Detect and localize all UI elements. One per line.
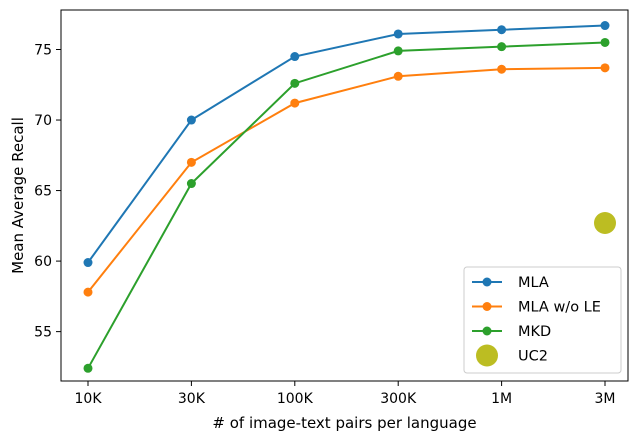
legend-box [463, 266, 622, 374]
x-tick-label: 300K [380, 391, 417, 407]
y-tick-label: 75 [34, 42, 52, 58]
data-point-uc2 [594, 212, 616, 235]
data-point [186, 157, 196, 167]
data-point [186, 115, 196, 125]
series-line [87, 41, 606, 369]
legend-label: MKD [518, 324, 551, 340]
data-point [83, 363, 93, 373]
data-point [290, 52, 300, 62]
plot-content [83, 21, 616, 373]
legend-item: MLA w/o LE [472, 300, 601, 316]
series-line [87, 24, 606, 264]
x-tick-label: 3M [595, 391, 616, 407]
x-tick-label: 10K [75, 391, 103, 407]
y-tick-label: 65 [34, 184, 52, 200]
plot-frame [60, 9, 629, 382]
series-mla [83, 21, 610, 268]
legend-item: MLA [472, 275, 549, 291]
legend-marker [482, 302, 492, 311]
data-point [83, 258, 93, 268]
data-point [290, 78, 300, 88]
legend-marker [476, 344, 498, 367]
legend-item: MKD [472, 324, 551, 340]
series-line [87, 66, 606, 293]
y-tick-label: 60 [34, 254, 52, 270]
data-point [600, 63, 610, 73]
legend-label: MLA w/o LE [518, 300, 601, 316]
legend-marker [482, 277, 492, 287]
series-mla-w-o-le [83, 63, 610, 297]
x-tick-label: 1M [491, 391, 512, 407]
data-point [290, 98, 300, 108]
data-point [600, 37, 610, 47]
legend-item: UC2 [476, 344, 548, 367]
y-axis-label: Mean Average Recall [9, 117, 27, 274]
y-tick-label: 55 [34, 325, 52, 341]
x-axis-label: # of image-text pairs per language [212, 414, 476, 431]
data-point [600, 21, 610, 31]
data-point [497, 25, 507, 35]
legend-label: UC2 [518, 349, 548, 365]
x-tick-label: 100K [277, 391, 314, 407]
y-tick-label: 70 [34, 113, 52, 129]
x-axis: 10K 30K 100K 300K 1M 3M [75, 381, 616, 407]
data-point [497, 42, 507, 52]
data-point [186, 179, 196, 189]
data-point [393, 46, 403, 56]
data-point [393, 71, 403, 81]
data-point [497, 64, 507, 74]
legend: MLA MLA w/o LE MKD UC2 [463, 266, 622, 374]
legend-label: MLA [518, 275, 549, 291]
series-mkd [83, 37, 610, 373]
y-axis: 55 60 65 70 75 [34, 42, 61, 341]
data-point [393, 29, 403, 39]
x-tick-label: 30K [178, 391, 206, 407]
legend-marker [482, 326, 492, 336]
data-point [83, 287, 93, 297]
